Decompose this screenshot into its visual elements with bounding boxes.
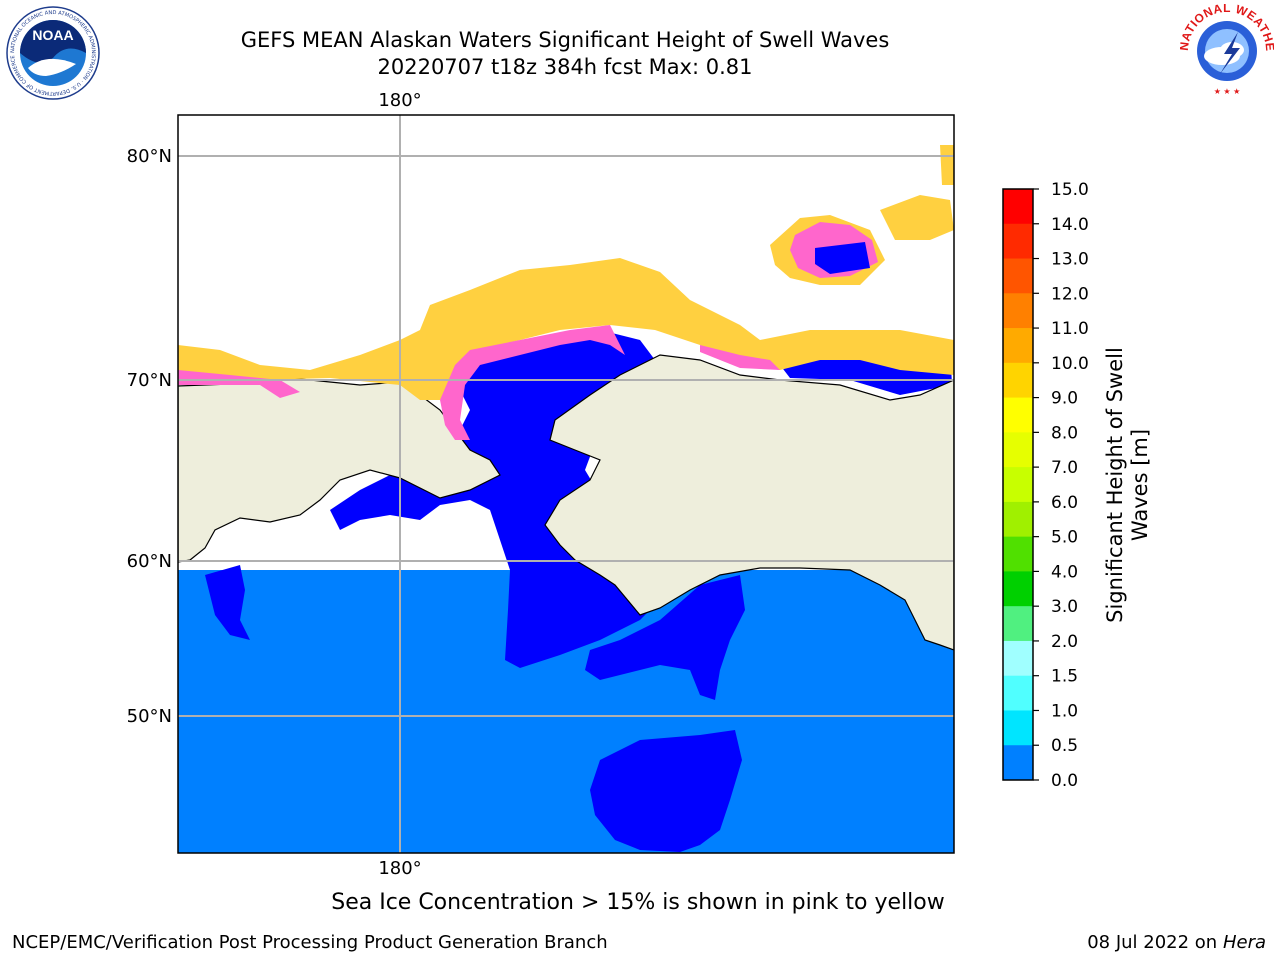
colorbar-segment: [1003, 640, 1033, 677]
noaa-logo: NOAA NATIONAL OCEANIC AND ATMOSPHERIC AD…: [6, 6, 100, 100]
colorbar-tick-label: 1.5: [1051, 667, 1078, 687]
colorbar-segment: [1003, 223, 1033, 260]
colorbar-tick-label: 13.0: [1051, 250, 1089, 270]
map-panel: [178, 115, 954, 853]
colorbar-segment: [1003, 432, 1033, 468]
colorbar: 15.0 14.0 13.0 12.0 11.0 10.0 9.0 8.0 7.0 6.0 5.0 4…: [1002, 180, 1089, 791]
lon-label-bottom: 180°: [378, 858, 421, 879]
aleutian-low-swell-west: [205, 565, 250, 640]
colorbar-label-line2: Waves [m]: [1128, 428, 1152, 542]
north-pocket-blue: [815, 242, 870, 274]
map-frame: [177, 114, 955, 854]
colorbar-segment: [1003, 293, 1033, 329]
colorbar-tick-label: 0.5: [1051, 736, 1078, 756]
colorbar-tick-label: 12.0: [1051, 284, 1089, 304]
noaa-logo-text: NOAA: [32, 27, 73, 43]
colorbar-segment: [1003, 606, 1033, 642]
colorbar-segment: [1003, 328, 1033, 364]
colorbar-tick-label: 2.0: [1051, 632, 1078, 652]
colorbar-segment: [1003, 467, 1033, 503]
colorbar-segment: [1003, 745, 1033, 781]
nws-logo: NATIONAL WEATHER SERVICE ★ ★ ★: [1180, 4, 1274, 97]
colorbar-segment: [1003, 675, 1033, 711]
colorbar-tick-label: 15.0: [1051, 180, 1089, 200]
colorbar-tick-label: 0.0: [1051, 771, 1078, 791]
alaska-land: [544, 354, 954, 651]
chart-subtitle: 20220707 t18z 384h fcst Max: 0.81: [377, 55, 753, 79]
siberia-land: [178, 377, 501, 563]
colorbar-segment: [1003, 397, 1033, 433]
north-pacific-low-swell: [590, 730, 742, 852]
colorbar-label-line1: Significant Height of Swell: [1103, 347, 1127, 623]
lat-label-80: 80°N: [127, 146, 172, 167]
chart-title: GEFS MEAN Alaskan Waters Significant Hei…: [240, 28, 890, 52]
footer-date-text: 08 Jul 2022 on: [1087, 932, 1218, 953]
lon-label-top: 180°: [378, 90, 421, 111]
gulf-alaska-low-swell: [585, 575, 745, 700]
lat-label-50: 50°N: [127, 706, 172, 727]
colorbar-segment: [1003, 501, 1033, 538]
colorbar-tick-label: 8.0: [1051, 423, 1078, 443]
colorbar-tick-label: 10.0: [1051, 354, 1089, 374]
lat-label-70: 70°N: [127, 370, 172, 391]
colorbar-segment: [1003, 710, 1033, 746]
colorbar-tick-label: 5.0: [1051, 528, 1078, 548]
footer-machine: Hera: [1222, 932, 1266, 953]
colorbar-tick-label: 1.0: [1051, 701, 1078, 721]
map-gridlines: [178, 115, 954, 853]
sea-ice-note: Sea Ice Concentration > 15% is shown in …: [331, 890, 945, 915]
colorbar-segment: [1003, 189, 1033, 225]
colorbar-tick-label: 7.0: [1051, 458, 1078, 478]
colorbar-segment: [1003, 362, 1033, 399]
colorbar-tick-label: 9.0: [1051, 389, 1078, 409]
svg-text:★ ★ ★: ★ ★ ★: [1214, 87, 1241, 96]
footer-credit: NCEP/EMC/Verification Post Processing Pr…: [12, 932, 608, 953]
footer-date: 08 Jul 2022 on Hera: [1087, 932, 1266, 953]
colorbar-segment: [1003, 536, 1033, 572]
colorbar-frame: [1002, 188, 1034, 781]
colorbar-segment: [1003, 258, 1033, 294]
colorbar-tick-label: 6.0: [1051, 493, 1078, 513]
colorbar-tick-label: 3.0: [1051, 597, 1078, 617]
colorbar-tick-label: 4.0: [1051, 562, 1078, 582]
colorbar-tick-label: 14.0: [1051, 215, 1089, 235]
colorbar-label: Significant Height of Swell Waves [m]: [1103, 305, 1153, 665]
lat-label-60: 60°N: [127, 551, 172, 572]
colorbar-segment: [1003, 571, 1033, 607]
colorbar-tick-label: 11.0: [1051, 319, 1089, 339]
